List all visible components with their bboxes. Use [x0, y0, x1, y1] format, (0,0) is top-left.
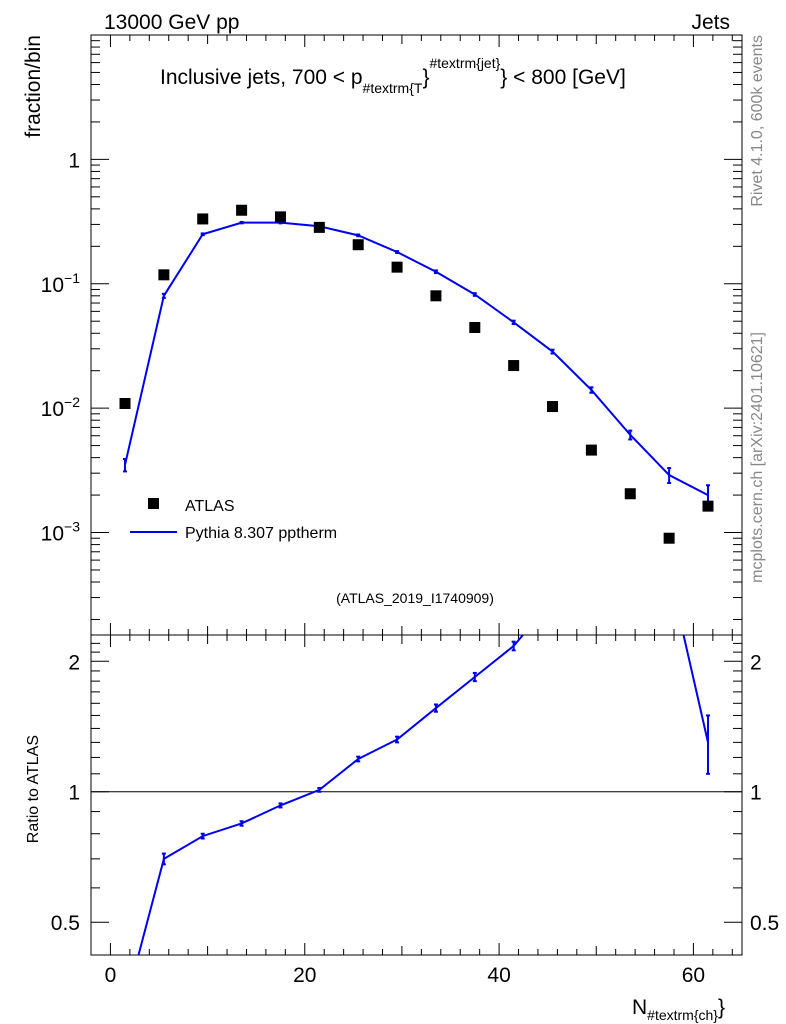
x-tick-label: 20 — [293, 964, 316, 987]
main-y-tick-label: 10−3 — [41, 519, 81, 546]
x-tick-label: 60 — [682, 964, 705, 987]
ratio-panel-frame: 0 20 40 60 0.5 0.5 1 1 2 2 — [51, 634, 779, 987]
category-label: Jets — [691, 11, 730, 34]
x-tick-label: 40 — [487, 964, 510, 987]
atlas-point — [119, 397, 131, 409]
x-tick-label: 0 — [105, 964, 117, 987]
mc-line — [124, 221, 709, 496]
atlas-point — [624, 488, 636, 500]
mc-series — [123, 220, 710, 509]
legend-atlas-marker — [148, 498, 159, 509]
legend-pythia-label: Pythia 8.307 pptherm — [185, 525, 337, 542]
analysis-watermark: (ATLAS_2019_I1740909) — [336, 590, 494, 606]
legend: ATLAS Pythia 8.307 pptherm — [130, 498, 337, 542]
ratio-y-tick-label-right: 0.5 — [750, 912, 779, 935]
atlas-point — [508, 360, 520, 372]
title-prefix: Inclusive jets, 700 < p — [160, 66, 363, 89]
atlas-point — [547, 401, 559, 413]
main-y-tick-label: 10−2 — [41, 394, 81, 421]
atlas-point — [158, 269, 170, 281]
atlas-point — [430, 290, 442, 302]
atlas-point — [352, 239, 364, 251]
atlas-point — [585, 444, 597, 456]
ratio-y-tick-label: 2 — [68, 651, 80, 674]
x-label-main: N — [632, 996, 647, 1019]
ratio-y-tick-label: 0.5 — [51, 912, 80, 935]
rivet-label: Rivet 4.1.0, 600k events — [749, 35, 766, 207]
atlas-series — [119, 204, 714, 544]
title-subscript: #textrm{T — [363, 80, 423, 96]
main-panel-marks — [119, 204, 714, 544]
main-y-label: fraction/bin — [22, 35, 45, 138]
ratio-series — [137, 635, 710, 955]
main-panel-border — [90, 34, 743, 636]
atlas-point — [702, 500, 714, 512]
chart-title: Inclusive jets, 700 < p#textrm{T}#textrm… — [160, 55, 626, 96]
mcplots-label: mcplots.cern.ch [arXiv:2401.10621] — [749, 332, 766, 583]
x-label-sub: #textrm{ch} — [647, 1007, 718, 1023]
title-superscript: #textrm{jet} — [429, 55, 500, 71]
atlas-point — [469, 321, 481, 333]
atlas-point — [391, 261, 403, 273]
main-y-tick-label: 10−1 — [41, 270, 81, 297]
ratio-panel-marks — [137, 635, 710, 955]
ratio-y-label: Ratio to ATLAS — [25, 735, 42, 843]
atlas-point — [663, 532, 675, 544]
ratio-line — [137, 635, 709, 955]
ratio-y-tick-label-right: 1 — [750, 782, 762, 805]
main-panel-frame: 1 10−1 10−2 10−3 — [41, 34, 743, 636]
main-y-tick-label: 1 — [68, 149, 80, 172]
atlas-point — [236, 204, 248, 216]
energy-label: 13000 GeV pp — [104, 11, 239, 34]
x-axis-label: N#textrm{ch}} — [632, 996, 725, 1023]
title-suffix: } < 800 [GeV] — [500, 66, 626, 89]
legend-atlas-label: ATLAS — [185, 498, 235, 515]
atlas-point — [313, 221, 325, 233]
atlas-point — [197, 213, 209, 225]
x-label-close: } — [718, 996, 725, 1019]
ratio-panel-border — [90, 634, 743, 956]
title-brace: } — [422, 66, 429, 89]
ratio-y-tick-label-right: 2 — [750, 651, 762, 674]
ratio-y-tick-label: 1 — [68, 782, 80, 805]
atlas-point — [274, 211, 286, 223]
